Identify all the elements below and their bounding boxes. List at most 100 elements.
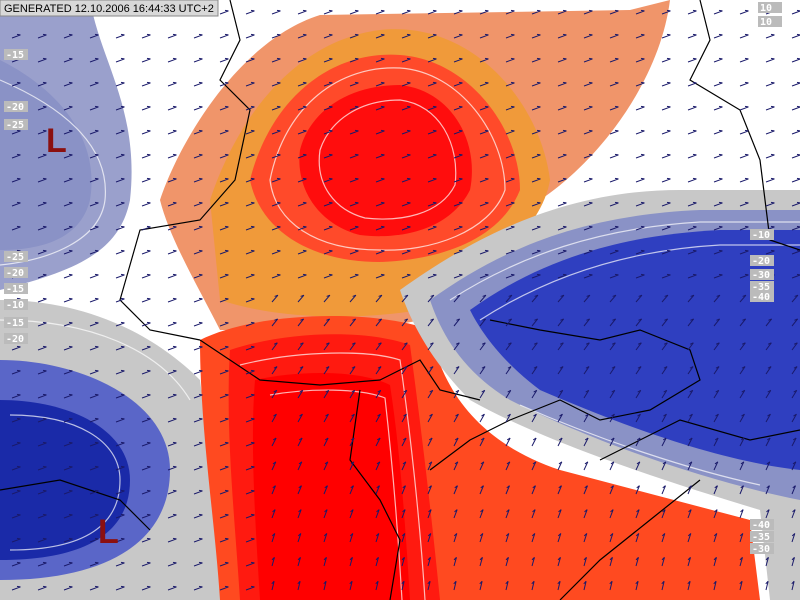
wind-arrow-head: [352, 294, 357, 297]
contour-label: -10: [6, 300, 24, 311]
wind-arrow: [453, 250, 463, 255]
wind-arrow-head: [224, 105, 229, 108]
wind-arrow-head: [42, 297, 47, 300]
wind-arrow-head: [428, 509, 432, 513]
wind-arrow-head: [588, 225, 593, 228]
wind-arrow-head: [510, 105, 515, 108]
wind-arrow: [245, 538, 255, 543]
wind-arrow: [713, 318, 721, 327]
wind-arrow-head: [583, 556, 587, 561]
wind-arrow: [349, 509, 354, 519]
wind-arrow-head: [146, 225, 151, 228]
wind-arrow-head: [172, 345, 177, 348]
wind-arrow-head: [198, 129, 203, 132]
wind-arrow: [349, 274, 359, 279]
wind-arrow-head: [510, 81, 515, 84]
wind-arrow-head: [380, 33, 385, 36]
wind-arrow: [635, 342, 642, 351]
wind-arrow-head: [94, 33, 99, 36]
wind-arrow-head: [302, 273, 307, 276]
wind-arrow: [219, 58, 229, 63]
wind-arrow: [427, 34, 437, 39]
wind-arrow-head: [120, 129, 125, 132]
wind-arrow-head: [427, 533, 432, 537]
wind-arrow-head: [458, 81, 463, 84]
wind-arrow: [661, 366, 668, 375]
wind-arrow-head: [94, 177, 99, 180]
wind-arrow: [89, 346, 99, 351]
wind-arrow: [479, 557, 483, 567]
wind-arrow-head: [406, 273, 411, 276]
wind-arrow-head: [585, 413, 589, 417]
wind-arrow-head: [718, 249, 723, 252]
wind-arrow: [349, 34, 359, 39]
wind-arrow: [63, 538, 73, 543]
wind-arrow: [401, 34, 411, 39]
wind-arrow-head: [432, 201, 437, 204]
wind-arrow-head: [224, 585, 229, 588]
wind-arrow-head: [120, 225, 125, 228]
wind-arrow: [193, 130, 203, 135]
wind-arrow: [141, 490, 151, 495]
wind-arrow: [713, 581, 717, 591]
wind-arrow-head: [351, 413, 355, 417]
wind-arrow-head: [792, 509, 796, 513]
wind-arrow: [479, 154, 489, 159]
wind-arrow-head: [299, 413, 303, 417]
wind-arrow: [635, 82, 645, 87]
wind-arrow-head: [323, 556, 327, 561]
wind-arrow-head: [692, 201, 697, 204]
wind-arrow: [453, 294, 461, 303]
wind-arrow: [297, 581, 301, 591]
wind-arrow-head: [666, 81, 671, 84]
wind-arrow-head: [276, 33, 281, 36]
wind-arrow: [583, 34, 593, 39]
wind-arrow: [557, 437, 563, 447]
wind-arrow-head: [324, 509, 328, 513]
wind-arrow-head: [588, 105, 593, 108]
wind-arrow-head: [666, 177, 671, 180]
wind-arrow: [219, 274, 229, 279]
wind-arrow: [271, 581, 275, 591]
wind-arrow: [37, 442, 47, 447]
wind-arrow-head: [120, 81, 125, 84]
wind-arrow-head: [484, 57, 489, 60]
wind-arrow: [739, 82, 749, 87]
wind-arrow-head: [302, 153, 307, 156]
wind-arrow: [687, 342, 694, 351]
wind-arrow-head: [714, 485, 718, 489]
wind-arrow: [349, 557, 353, 567]
wind-arrow: [713, 390, 720, 399]
wind-arrow: [219, 34, 229, 39]
wind-arrow: [453, 226, 463, 231]
wind-arrow-head: [146, 273, 151, 276]
wind-arrow-head: [638, 318, 642, 321]
wind-arrow-head: [480, 437, 485, 441]
wind-arrow: [271, 34, 281, 39]
wind-arrow-head: [276, 9, 281, 12]
wind-arrow: [531, 318, 539, 327]
wind-arrow: [349, 226, 359, 231]
wind-arrow-head: [68, 321, 73, 324]
wind-arrow: [323, 557, 327, 567]
wind-arrow-head: [354, 249, 359, 252]
wind-arrows: [11, 9, 800, 591]
wind-arrow: [791, 485, 796, 495]
wind-arrow-head: [224, 465, 229, 468]
wind-arrow-head: [640, 177, 645, 180]
wind-arrow-head: [531, 533, 536, 537]
wind-arrow-head: [352, 318, 356, 321]
wind-arrow: [531, 106, 541, 111]
wind-arrow: [609, 58, 619, 63]
wind-arrow-head: [640, 225, 645, 228]
wind-arrow-head: [484, 273, 489, 276]
wind-arrow-head: [663, 366, 668, 369]
wind-arrow-head: [427, 556, 431, 561]
wind-arrow: [141, 106, 151, 111]
wind-arrow: [453, 130, 463, 135]
wind-arrow: [661, 294, 669, 303]
wind-arrow-head: [302, 249, 307, 252]
wind-arrow: [479, 202, 489, 207]
wind-arrow-head: [458, 177, 463, 180]
wind-arrow-head: [614, 225, 619, 228]
